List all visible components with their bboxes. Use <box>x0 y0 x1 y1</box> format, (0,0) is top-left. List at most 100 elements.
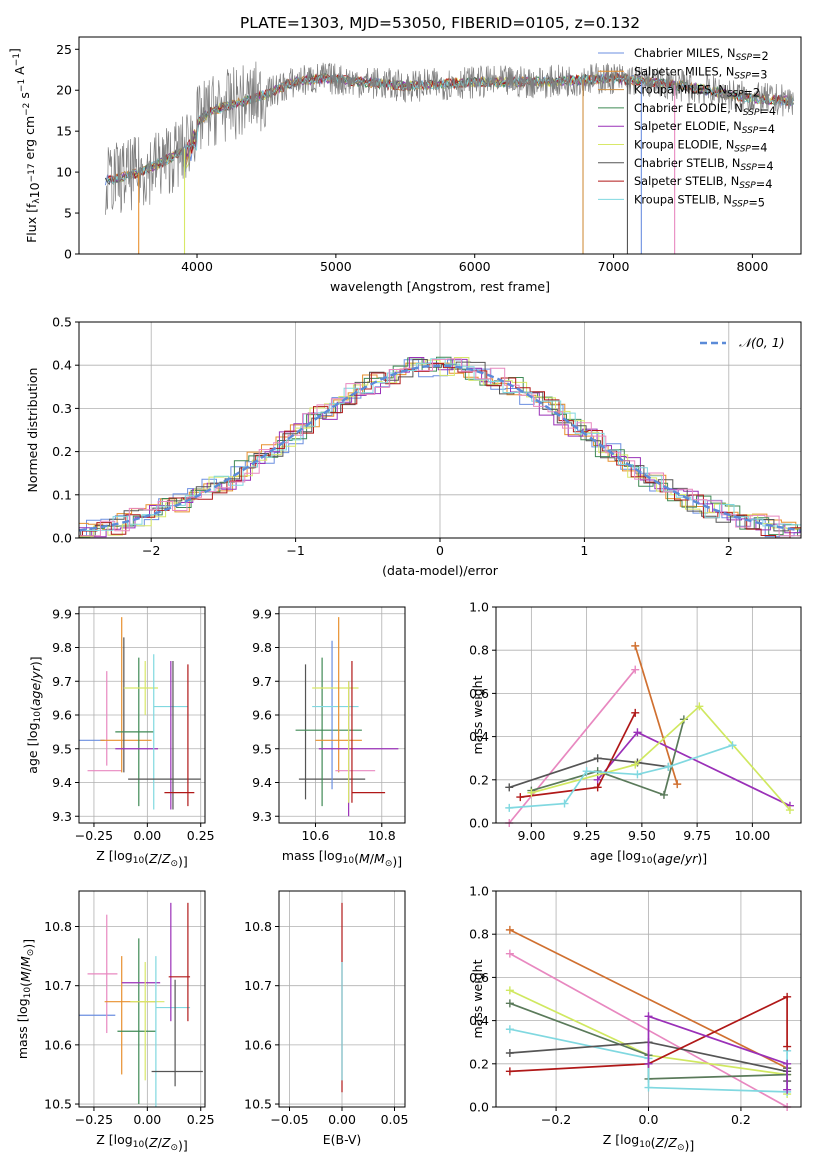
mass-weight-series-line <box>597 731 791 807</box>
y-tick-label: 0.8 <box>469 927 489 942</box>
y-tick-label: 20 <box>56 83 72 98</box>
y-tick-label: 0.0 <box>469 1100 489 1115</box>
mass-weight-point <box>633 770 642 779</box>
x-tick-label: 9.50 <box>628 828 656 843</box>
x-axis-label: Z [log10(Z/Z⊙)] <box>603 1132 695 1153</box>
x-tick-label: 0.00 <box>328 1112 356 1127</box>
mass-weight-series-line <box>508 669 636 824</box>
y-tick-label: 10.5 <box>244 1097 272 1112</box>
y-tick-label: 0 <box>64 247 72 262</box>
y-tick-label: 0.0 <box>52 531 72 546</box>
mass-weight-point <box>673 780 682 789</box>
y-tick-label: 10 <box>56 165 72 180</box>
y-tick-label: 9.6 <box>52 708 72 723</box>
x-tick-label: 8000 <box>736 259 768 274</box>
mass-weight-point <box>785 806 794 815</box>
x-tick-label: 10.00 <box>734 828 770 843</box>
x-axis-label: mass [log10(M/M⊙)] <box>282 848 402 869</box>
y-tick-label: 0.5 <box>52 315 72 330</box>
mass-weight-point <box>695 702 704 711</box>
mass-weight-series-line <box>509 929 788 1069</box>
x-axis-label: wavelength [Angstrom, rest frame] <box>330 279 550 294</box>
x-axis-label: Z [log10(Z/Z⊙)] <box>96 848 188 869</box>
figure-title: PLATE=1303, MJD=53050, FIBERID=0105, z=0… <box>240 14 640 32</box>
mass-weight-point <box>783 992 792 1001</box>
mass-weight-series-line <box>509 995 788 1073</box>
mass-weight-point <box>664 762 673 771</box>
normal-distribution-curve <box>79 364 801 532</box>
y-tick-label: 0.0 <box>469 816 489 831</box>
y-tick-label: 1.0 <box>469 600 489 615</box>
y-axis-label: mass weight <box>470 675 485 754</box>
residual-histogram-step <box>79 363 801 538</box>
x-axis-label: E(B-V) <box>323 1132 362 1147</box>
y-tick-label: 9.3 <box>52 809 72 824</box>
y-tick-label: 0.3 <box>52 401 72 416</box>
legend-entry: Chabrier STELIB, NSSP=4 <box>634 157 774 173</box>
y-tick-label: 9.4 <box>252 775 272 790</box>
y-tick-label: 9.7 <box>52 674 72 689</box>
y-tick-label: 0.4 <box>469 1013 489 1028</box>
y-tick-label: 5 <box>64 206 72 221</box>
mass-weight-point <box>783 1085 792 1094</box>
y-tick-label: 0.2 <box>469 772 489 787</box>
mass-weight-point <box>505 1025 514 1034</box>
legend-entry: Kroupa MILES, NSSP=2 <box>634 84 760 100</box>
mass-weight-point <box>631 665 640 674</box>
y-axis-label: mass [log10(M/M⊙)] <box>15 939 36 1059</box>
mass-vs-metallicity-panel: −0.25 0.00 0.25 10.5 10.6 10.7 10.8 Z [log10(Z/… <box>15 890 215 1153</box>
x-axis-label: age [log10(age/yr)] <box>590 848 707 866</box>
y-tick-label: 10.6 <box>244 1037 272 1052</box>
mass-weight-point <box>631 760 640 769</box>
observed-spectrum-line <box>105 61 795 215</box>
x-tick-label: 6000 <box>459 259 491 274</box>
x-tick-label: −2 <box>142 543 160 558</box>
y-tick-label: 10.7 <box>244 978 272 993</box>
y-tick-label: 10.7 <box>44 978 72 993</box>
x-tick-label: 2 <box>725 543 733 558</box>
mass-weight-point <box>593 754 602 763</box>
y-tick-label: 0.4 <box>469 729 489 744</box>
y-tick-label: 10.6 <box>44 1037 72 1052</box>
legend-entry: Salpeter STELIB, NSSP=4 <box>634 175 772 191</box>
legend-entry: Salpeter MILES, NSSP=3 <box>634 65 768 81</box>
y-tick-label: 0.6 <box>469 970 489 985</box>
y-tick-label: 25 <box>56 42 72 57</box>
mass-weight-point <box>505 999 514 1008</box>
x-tick-label: 1 <box>580 543 588 558</box>
x-tick-label: −0.05 <box>270 1112 308 1127</box>
mass-weight-point <box>631 708 640 717</box>
mass-weight-point <box>783 1059 792 1068</box>
mass-vs-ebv-panel: −0.05 0.00 0.05 10.5 10.6 10.7 10.8 E(B-V) <box>244 890 408 1147</box>
mass-weight-point <box>644 1059 653 1068</box>
mass-weight-series-line <box>531 705 791 811</box>
mass-weight-point <box>631 641 640 650</box>
y-tick-label: 10.8 <box>244 919 272 934</box>
x-tick-label: 9.75 <box>683 828 711 843</box>
x-tick-label: 9.00 <box>517 828 545 843</box>
residual-histogram-panel: 𝒩(0, 1) −2 −1 0 1 2 0.0 0.1 0.2 0.3 0.4 0.5 (data-mo… <box>25 315 802 578</box>
spectrum-panel: Chabrier MILES, NSSP=2 Salpeter MILES, NS… <box>7 36 802 294</box>
x-tick-label: −0.25 <box>75 1112 113 1127</box>
y-axis-label: age [log10(age/yr)] <box>25 656 43 773</box>
mass-weight-point <box>505 1067 514 1076</box>
y-tick-label: 9.8 <box>52 640 72 655</box>
mass-weight-point <box>516 793 525 802</box>
x-axis-label: (data-model)/error <box>382 563 499 578</box>
weight-vs-metallicity-panel: −0.2 0.0 0.2 0.0 0.2 0.4 0.6 0.8 1.0 Z [log10(Z/Z… <box>469 884 802 1153</box>
x-tick-label: 0.25 <box>187 828 215 843</box>
y-tick-label: 9.3 <box>252 809 272 824</box>
weight-vs-age-panel: 9.00 9.25 9.50 9.75 10.00 0.0 0.2 0.4 0.6 0.8 1.0 a… <box>469 600 802 866</box>
y-tick-label: 9.8 <box>252 640 272 655</box>
mass-weight-series-line <box>509 757 669 789</box>
mass-weight-point <box>593 783 602 792</box>
legend-entry: Chabrier ELODIE, NSSP=4 <box>634 102 776 118</box>
x-tick-label: 0.25 <box>187 1112 215 1127</box>
y-tick-label: 0.4 <box>52 358 72 373</box>
y-tick-label: 9.9 <box>252 606 272 621</box>
mass-weight-point <box>659 790 668 799</box>
y-tick-label: 1.0 <box>469 884 489 899</box>
mass-weight-point <box>644 1012 653 1021</box>
spectrum-legend: Chabrier MILES, NSSP=2 Salpeter MILES, NS… <box>598 47 776 209</box>
